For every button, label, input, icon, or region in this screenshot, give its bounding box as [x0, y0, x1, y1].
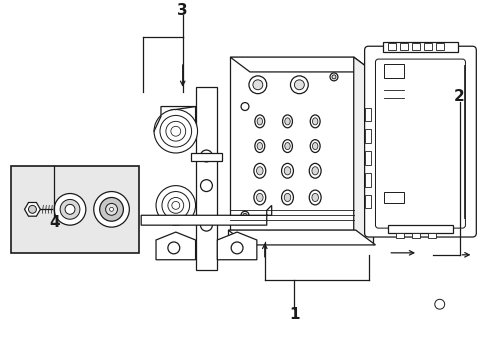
Circle shape: [28, 206, 36, 213]
Ellipse shape: [312, 143, 317, 150]
Bar: [395, 233, 403, 238]
Bar: [384, 64, 403, 78]
Circle shape: [94, 192, 129, 227]
Polygon shape: [228, 230, 375, 245]
Bar: [411, 233, 419, 238]
Bar: [423, 43, 431, 50]
FancyBboxPatch shape: [364, 46, 475, 237]
Circle shape: [200, 150, 212, 162]
Bar: [399, 43, 407, 50]
Ellipse shape: [253, 163, 265, 178]
Ellipse shape: [256, 167, 263, 175]
Ellipse shape: [309, 115, 320, 128]
Circle shape: [329, 73, 337, 81]
Bar: [387, 43, 395, 50]
Circle shape: [252, 80, 262, 90]
Polygon shape: [217, 232, 256, 260]
Circle shape: [165, 121, 185, 141]
Ellipse shape: [254, 115, 264, 128]
Circle shape: [166, 109, 181, 123]
Polygon shape: [141, 206, 271, 225]
Circle shape: [241, 103, 248, 111]
Ellipse shape: [284, 143, 289, 150]
Circle shape: [241, 211, 248, 219]
Text: 3: 3: [177, 3, 188, 18]
Polygon shape: [161, 107, 195, 126]
Ellipse shape: [282, 115, 292, 128]
Bar: [435, 43, 443, 50]
Ellipse shape: [311, 167, 318, 175]
Bar: [427, 233, 435, 238]
Ellipse shape: [281, 163, 293, 178]
Circle shape: [162, 192, 189, 219]
Ellipse shape: [284, 118, 289, 125]
Bar: [228, 230, 355, 242]
Ellipse shape: [281, 190, 293, 205]
Text: 2: 2: [453, 89, 464, 104]
Ellipse shape: [256, 193, 263, 202]
Circle shape: [154, 109, 197, 153]
Circle shape: [290, 76, 307, 94]
Bar: [364, 194, 370, 208]
Circle shape: [167, 198, 183, 213]
Bar: [364, 108, 370, 121]
Bar: [11, 166, 139, 253]
Bar: [364, 129, 370, 143]
Circle shape: [331, 75, 335, 79]
Circle shape: [156, 186, 195, 225]
Bar: [195, 87, 217, 270]
Ellipse shape: [311, 193, 318, 202]
FancyBboxPatch shape: [375, 59, 465, 228]
Ellipse shape: [309, 140, 320, 153]
Bar: [383, 42, 457, 52]
Circle shape: [434, 299, 444, 309]
Bar: [384, 192, 403, 203]
Ellipse shape: [254, 140, 264, 153]
Circle shape: [170, 126, 181, 136]
Circle shape: [167, 242, 180, 254]
Ellipse shape: [284, 193, 290, 202]
Bar: [364, 173, 370, 186]
Ellipse shape: [257, 118, 262, 125]
Ellipse shape: [308, 190, 321, 205]
Circle shape: [248, 76, 266, 94]
Circle shape: [231, 242, 243, 254]
Ellipse shape: [282, 140, 292, 153]
Circle shape: [109, 207, 113, 211]
Circle shape: [294, 80, 304, 90]
Polygon shape: [230, 57, 373, 72]
Circle shape: [200, 219, 212, 231]
Ellipse shape: [257, 143, 262, 150]
Text: 4: 4: [49, 215, 60, 230]
Polygon shape: [156, 232, 195, 260]
Bar: [411, 43, 419, 50]
Bar: [230, 57, 353, 230]
Circle shape: [243, 213, 246, 217]
Bar: [387, 225, 452, 233]
Ellipse shape: [253, 190, 265, 205]
Ellipse shape: [312, 118, 317, 125]
Circle shape: [160, 116, 191, 147]
Circle shape: [65, 204, 75, 214]
Bar: [364, 151, 370, 165]
Polygon shape: [24, 202, 41, 216]
Circle shape: [100, 198, 123, 221]
Circle shape: [171, 202, 180, 209]
Circle shape: [60, 199, 80, 219]
Ellipse shape: [284, 167, 290, 175]
Circle shape: [200, 180, 212, 192]
Circle shape: [105, 203, 117, 215]
Circle shape: [54, 194, 86, 225]
Text: 1: 1: [288, 307, 299, 321]
Ellipse shape: [308, 163, 321, 178]
Bar: [190, 153, 222, 161]
Polygon shape: [353, 57, 373, 245]
